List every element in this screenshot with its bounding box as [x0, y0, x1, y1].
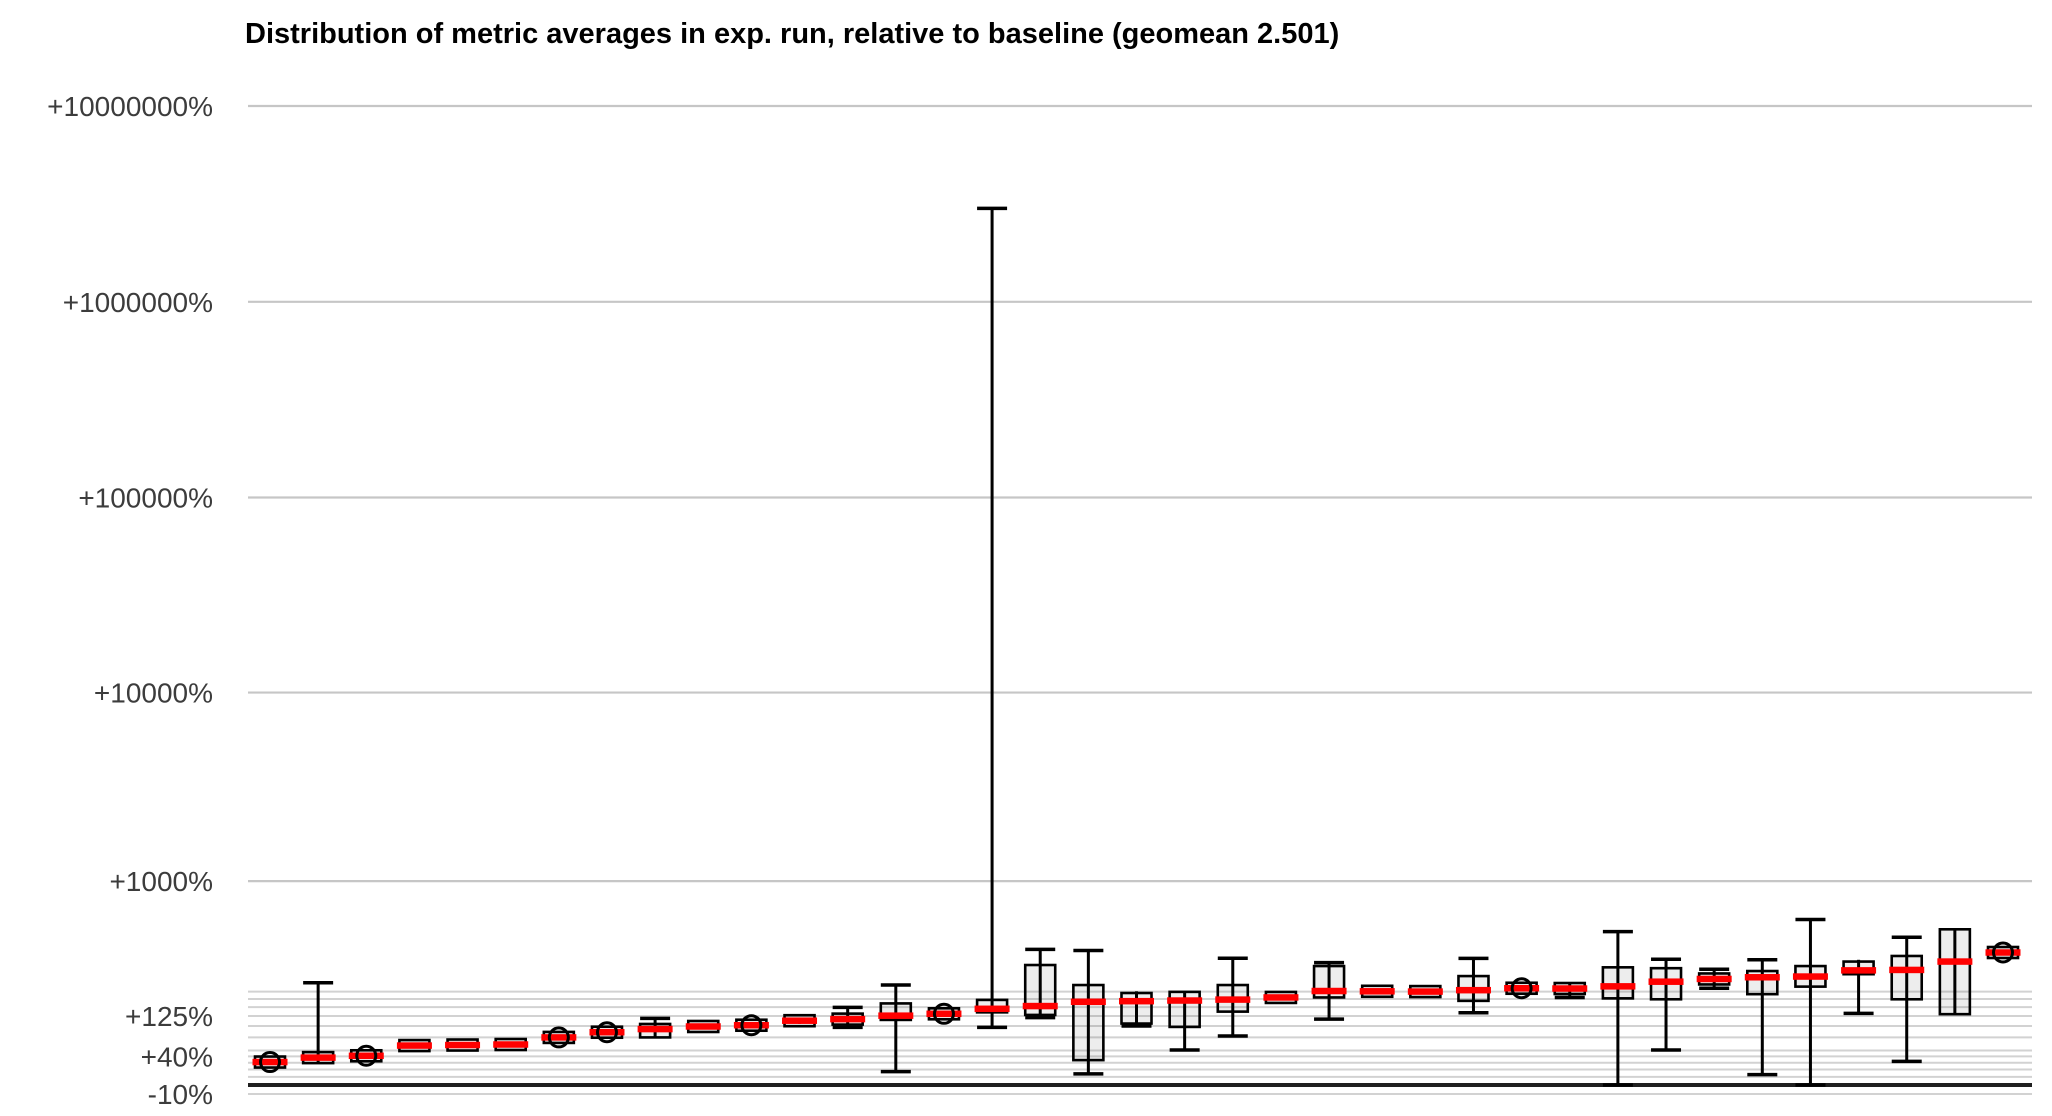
- box-plot-item: [348, 1044, 384, 1067]
- y-tick-label: +40%: [141, 1041, 213, 1072]
- median-line: [1985, 949, 2021, 956]
- point-marker: [355, 1044, 378, 1067]
- box-plot-item: [1600, 929, 1636, 1087]
- box-plot-item: [974, 206, 1010, 1030]
- median-line: [1744, 974, 1780, 981]
- median-line: [1215, 996, 1251, 1003]
- point-marker: [547, 1026, 570, 1049]
- box-plot-item: [1407, 984, 1443, 999]
- median-line: [1311, 987, 1347, 995]
- box-plot-item: [926, 1002, 962, 1025]
- median-line: [1937, 958, 1973, 965]
- y-tick-label: -10%: [148, 1079, 213, 1110]
- y-tick-label: +10000000%: [47, 91, 213, 122]
- median-line: [974, 1005, 1010, 1013]
- median-line: [1696, 975, 1732, 983]
- box-plot-item: [1022, 947, 1058, 1020]
- median-line: [348, 1052, 384, 1060]
- y-tick-label: +10000%: [94, 678, 213, 709]
- box-plot-item: [1167, 990, 1203, 1052]
- box-plot-item: [1696, 967, 1732, 990]
- box-plot-item: [445, 1038, 481, 1052]
- point-marker: [1510, 977, 1533, 1000]
- median-line: [926, 1010, 962, 1018]
- box-plot-item: [300, 980, 336, 1065]
- median-line: [1359, 988, 1395, 995]
- median-line: [782, 1017, 818, 1024]
- box-plot-item: [1744, 958, 1780, 1077]
- median-line: [252, 1058, 288, 1066]
- median-line: [1648, 978, 1684, 985]
- box-plot-item: [396, 1038, 432, 1053]
- y-tick-label: +1000%: [109, 866, 213, 897]
- median-line: [1504, 984, 1540, 992]
- box-plot-item: [1792, 917, 1828, 1087]
- box-iqr: [1601, 966, 1635, 1000]
- y-tick-label: +125%: [125, 1001, 213, 1032]
- box-plot-item: [782, 1013, 818, 1028]
- median-line: [300, 1054, 336, 1061]
- median-line: [733, 1021, 769, 1029]
- median-line: [1119, 997, 1154, 1005]
- y-tick-label: +100000%: [78, 483, 213, 514]
- box-plot-item: [830, 1005, 866, 1030]
- box-plot-item: [685, 1019, 721, 1034]
- box-plot-item: [1889, 935, 1925, 1064]
- median-line: [1263, 994, 1299, 1001]
- box-plot-item: [589, 1021, 625, 1044]
- median-line: [1167, 997, 1203, 1004]
- box-plot-item: [493, 1037, 529, 1052]
- box-plot-item: [878, 983, 914, 1074]
- median-line: [1022, 1002, 1058, 1010]
- box-iqr: [1168, 990, 1201, 1029]
- median-line: [1841, 967, 1877, 974]
- box-plot-item: [1841, 959, 1877, 1016]
- median-line: [589, 1028, 625, 1036]
- box-plot-item: [1937, 928, 1973, 1016]
- point-marker: [1992, 941, 2014, 964]
- box-plot-item: [733, 1014, 769, 1037]
- median-line: [830, 1015, 866, 1023]
- median-line: [541, 1034, 577, 1041]
- box-plot-item: [1455, 956, 1491, 1015]
- median-line: [637, 1025, 673, 1033]
- box-plot-item: [1215, 956, 1251, 1038]
- box-plot-item: [637, 1016, 673, 1039]
- box-plot-item: [252, 1051, 288, 1074]
- box-iqr: [1120, 991, 1153, 1025]
- box-iqr: [1938, 928, 1972, 1016]
- median-line: [493, 1041, 529, 1048]
- box-plot-item: [1070, 948, 1106, 1076]
- median-line: [685, 1023, 721, 1030]
- box-plot-item: [541, 1026, 577, 1049]
- point-marker: [932, 1002, 955, 1025]
- box-plot-item: [1648, 957, 1684, 1052]
- median-line: [396, 1042, 432, 1049]
- median-line: [1407, 988, 1443, 995]
- median-line: [1792, 973, 1828, 980]
- point-marker: [740, 1014, 763, 1037]
- median-line: [1889, 966, 1925, 974]
- box-plot-item: [1985, 941, 2021, 964]
- box-plot-item: [1263, 990, 1299, 1005]
- point-marker: [259, 1051, 281, 1074]
- chart-title: Distribution of metric averages in exp. …: [245, 18, 1340, 50]
- box-iqr: [1072, 983, 1105, 1062]
- median-line: [1070, 998, 1106, 1006]
- box-plot-item: [1504, 977, 1540, 1000]
- box-plot-item: [1119, 991, 1154, 1028]
- median-line: [1552, 985, 1588, 992]
- median-line: [1455, 986, 1491, 994]
- median-line: [445, 1041, 481, 1049]
- box-iqr: [1890, 954, 1924, 1001]
- point-marker: [595, 1021, 618, 1044]
- box-plot-item: [1359, 984, 1395, 999]
- box-plot-item: [1552, 981, 1588, 1000]
- median-line: [1600, 983, 1636, 990]
- median-line: [878, 1012, 914, 1019]
- box-plot-item: [1311, 960, 1347, 1021]
- y-tick-label: +1000000%: [63, 287, 213, 318]
